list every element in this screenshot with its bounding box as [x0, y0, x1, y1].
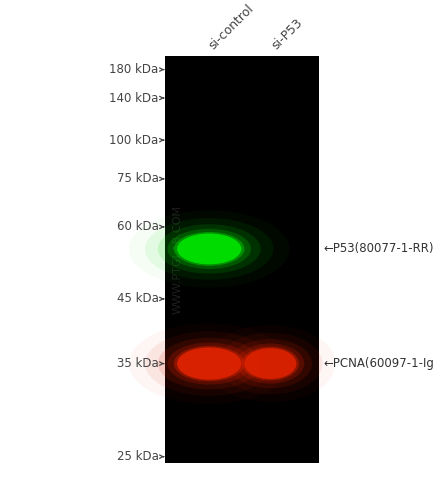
- Text: 100 kDa: 100 kDa: [109, 134, 158, 147]
- Ellipse shape: [174, 232, 244, 266]
- Text: 140 kDa: 140 kDa: [109, 92, 158, 104]
- Ellipse shape: [237, 343, 304, 384]
- Text: ←PCNA(60097-1-Ig): ←PCNA(60097-1-Ig): [323, 357, 434, 370]
- Ellipse shape: [158, 224, 260, 273]
- Text: ←P53(80077-1-RR): ←P53(80077-1-RR): [323, 243, 434, 255]
- Ellipse shape: [177, 234, 241, 265]
- Ellipse shape: [218, 333, 322, 394]
- Ellipse shape: [177, 347, 241, 380]
- Text: 75 kDa: 75 kDa: [117, 172, 158, 185]
- Ellipse shape: [145, 218, 273, 280]
- Text: 180 kDa: 180 kDa: [109, 63, 158, 76]
- Text: WWW.PTGLAB.COM: WWW.PTGLAB.COM: [173, 205, 183, 314]
- Ellipse shape: [229, 339, 312, 388]
- Bar: [165, 56, 319, 463]
- Ellipse shape: [242, 346, 299, 381]
- Ellipse shape: [244, 348, 296, 379]
- Text: 25 kDa: 25 kDa: [117, 450, 158, 463]
- Ellipse shape: [174, 346, 244, 381]
- Text: 45 kDa: 45 kDa: [117, 293, 158, 305]
- Ellipse shape: [158, 338, 260, 390]
- Text: si-control: si-control: [206, 2, 256, 52]
- Ellipse shape: [168, 343, 251, 385]
- Text: si-P53: si-P53: [269, 17, 305, 52]
- Ellipse shape: [145, 331, 273, 396]
- Text: 35 kDa: 35 kDa: [117, 357, 158, 370]
- Ellipse shape: [168, 229, 251, 269]
- Text: 60 kDa: 60 kDa: [117, 220, 158, 233]
